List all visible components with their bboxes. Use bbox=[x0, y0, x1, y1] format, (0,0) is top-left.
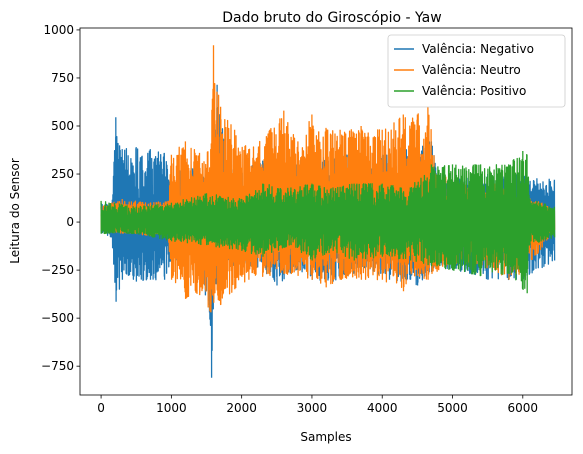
y-axis: −750 −500 −250 0 250 500 750 1000 bbox=[41, 23, 80, 373]
x-tick-label: 4000 bbox=[367, 401, 398, 415]
x-tick-label: 2000 bbox=[226, 401, 257, 415]
y-tick-label: 250 bbox=[51, 167, 74, 181]
chart-title: Dado bruto do Giroscópio - Yaw bbox=[222, 10, 441, 26]
x-tick-label: 5000 bbox=[437, 401, 468, 415]
x-tick-label: 3000 bbox=[297, 401, 328, 415]
y-tick-label: 0 bbox=[66, 215, 74, 229]
plot-frame bbox=[79, 27, 573, 396]
legend-entry: Valência: Positivo bbox=[422, 84, 526, 98]
legend: Valência: Negativo Valência: Neutro Valênc… bbox=[387, 34, 566, 108]
x-axis: 0 1000 2000 3000 4000 5000 6000 bbox=[97, 395, 538, 415]
x-tick-label: 1000 bbox=[156, 401, 187, 415]
y-tick-label: 1000 bbox=[43, 23, 74, 37]
x-tick-label: 6000 bbox=[508, 401, 539, 415]
y-tick-label: −750 bbox=[41, 359, 74, 373]
y-tick-label: −500 bbox=[41, 311, 74, 325]
plot-area bbox=[100, 45, 556, 378]
legend-box bbox=[387, 34, 566, 108]
y-tick-label: 500 bbox=[51, 119, 74, 133]
legend-entry: Valência: Negativo bbox=[422, 42, 534, 56]
x-axis-label: Samples bbox=[300, 430, 351, 444]
y-tick-label: 750 bbox=[51, 71, 74, 85]
legend-entry: Valência: Neutro bbox=[422, 63, 521, 77]
y-tick-label: −250 bbox=[41, 263, 74, 277]
series-line-3 bbox=[100, 150, 556, 294]
y-axis-label: Leitura do Sensor bbox=[8, 158, 22, 264]
x-tick-label: 0 bbox=[97, 401, 105, 415]
series-layer bbox=[100, 45, 556, 378]
